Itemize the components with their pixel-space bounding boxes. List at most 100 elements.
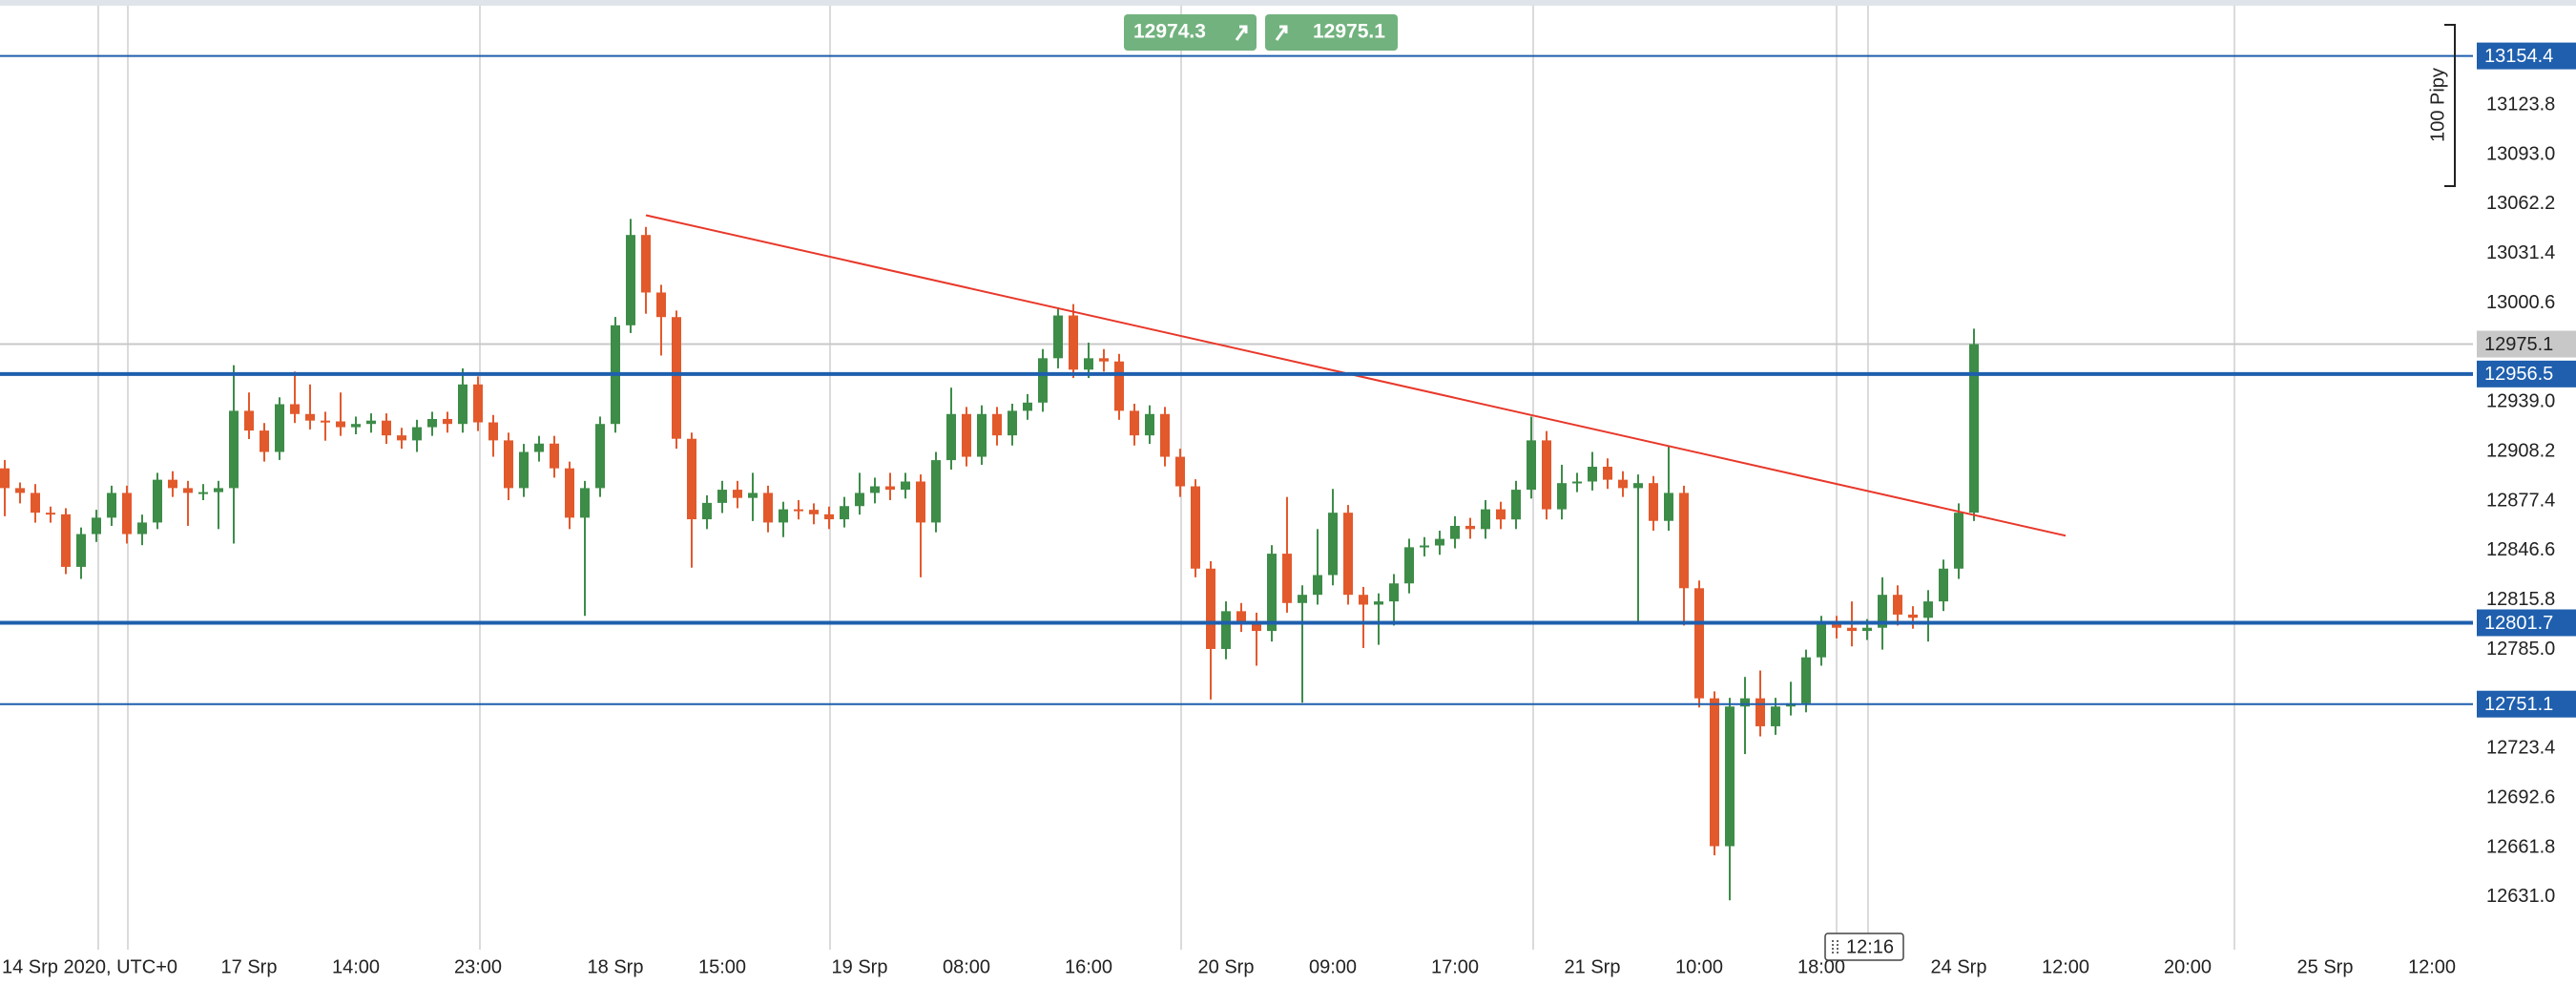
candle-body	[1236, 611, 1246, 621]
candle-body	[1145, 413, 1154, 436]
candle-body	[992, 413, 1002, 436]
candle-body	[504, 440, 513, 489]
x-tick-label: 20:00	[2164, 956, 2212, 977]
candle-body	[1969, 344, 1979, 513]
bid-button[interactable]	[1124, 14, 1257, 51]
candle-body	[458, 384, 467, 425]
bid-price: 12974.3	[1133, 21, 1206, 43]
candle-body	[916, 481, 925, 523]
candle-body	[31, 492, 40, 513]
candle-body	[1053, 315, 1063, 359]
candle-body	[1557, 483, 1567, 510]
candle-body	[1618, 479, 1628, 489]
candle-body	[641, 235, 651, 293]
bid-icon	[1235, 25, 1248, 41]
ask-icon	[1275, 25, 1288, 41]
scale-bracket	[2444, 24, 2456, 187]
candle-body	[92, 517, 101, 534]
candle-body	[1359, 595, 1368, 605]
candle-body	[748, 492, 758, 498]
candle-body	[534, 443, 544, 452]
candle-body	[137, 522, 147, 534]
crosshair-label: 12:16	[1846, 936, 1894, 957]
candle-body	[1389, 583, 1399, 602]
y-tick-label: 12785.0	[2486, 639, 2555, 660]
candle-body	[840, 506, 849, 520]
candle-body	[946, 413, 956, 461]
candle-body	[672, 317, 681, 439]
candle-body	[1130, 410, 1139, 436]
candle-body	[1313, 575, 1322, 596]
candle-body	[1404, 547, 1414, 584]
candle-body	[321, 420, 330, 423]
candle-body	[1862, 627, 1872, 632]
candle-body	[1694, 588, 1704, 699]
candle-body	[1038, 358, 1048, 403]
candle-body	[580, 488, 590, 518]
candle-body	[351, 424, 361, 428]
candle-body	[61, 513, 71, 567]
x-tick-label: 18 Srp	[588, 956, 644, 977]
candle-body	[46, 513, 55, 515]
candle-body	[1084, 358, 1093, 370]
level-tag-label: 13154.4	[2484, 46, 2553, 67]
candle-body	[702, 502, 712, 520]
ask-price: 12975.1	[1313, 21, 1385, 43]
last-price-label: 12975.1	[2484, 334, 2553, 355]
x-tick-label: 20 Srp	[1198, 956, 1255, 977]
candle-body	[931, 460, 941, 523]
x-tick-label: 15:00	[698, 956, 746, 977]
candle-body	[1603, 466, 1612, 480]
level-tag-label: 12751.1	[2484, 694, 2553, 715]
candle-body	[656, 292, 666, 318]
ask-button[interactable]	[1265, 14, 1398, 51]
y-tick-label: 13093.0	[2486, 143, 2555, 164]
candle-body	[443, 418, 452, 425]
candle-body	[809, 510, 819, 514]
candle-body	[1008, 410, 1017, 436]
candle-body	[1496, 509, 1506, 520]
candle-body	[1817, 624, 1826, 658]
candle-body	[1435, 538, 1444, 546]
candle-body	[1908, 614, 1918, 618]
candle-body	[1588, 466, 1597, 482]
y-tick-label: 12877.4	[2486, 490, 2555, 511]
candle-body	[1511, 490, 1521, 520]
level-tag-label: 12801.7	[2484, 613, 2553, 634]
candle-body	[336, 421, 345, 428]
candle-body	[1450, 525, 1460, 539]
candle-body	[1191, 486, 1200, 569]
x-tick-label: 14 Srp 2020, UTC+0	[2, 956, 177, 977]
candle-body	[565, 468, 574, 518]
candle-body	[1740, 698, 1750, 707]
y-tick-label: 13062.2	[2486, 193, 2555, 214]
level-tag	[2477, 690, 2576, 718]
x-tick-label: 21 Srp	[1565, 956, 1621, 977]
plot: 14 Srp 2020, UTC+0 17 Srp 14:00 23:00 18 Srp…	[0, 54, 2555, 977]
y-tick-label: 12815.8	[2486, 589, 2555, 610]
y-tick-label: 12723.4	[2486, 738, 2555, 759]
candle-body	[519, 451, 529, 489]
candle-body	[626, 235, 635, 325]
candle-body	[733, 490, 742, 498]
candle-body	[1175, 456, 1185, 487]
candle-body	[1160, 413, 1170, 457]
x-tick-label: 17:00	[1431, 956, 1479, 977]
candle-body	[76, 534, 86, 567]
candle-body	[1710, 698, 1719, 847]
candle-body	[290, 404, 300, 414]
candle-body	[305, 413, 315, 421]
candle-body	[1878, 595, 1887, 628]
crosshair-box	[1824, 933, 1904, 961]
candle-body	[1664, 492, 1673, 521]
candle-body	[550, 443, 559, 469]
candle-body	[962, 413, 971, 457]
level-tag	[2477, 42, 2576, 70]
candle-body	[1649, 483, 1658, 521]
candle-body	[1954, 513, 1963, 569]
x-tick-label: 25 Srp	[2297, 956, 2354, 977]
candle-body	[1755, 698, 1765, 726]
level-tag	[2477, 360, 2576, 388]
candle-body	[107, 492, 116, 518]
